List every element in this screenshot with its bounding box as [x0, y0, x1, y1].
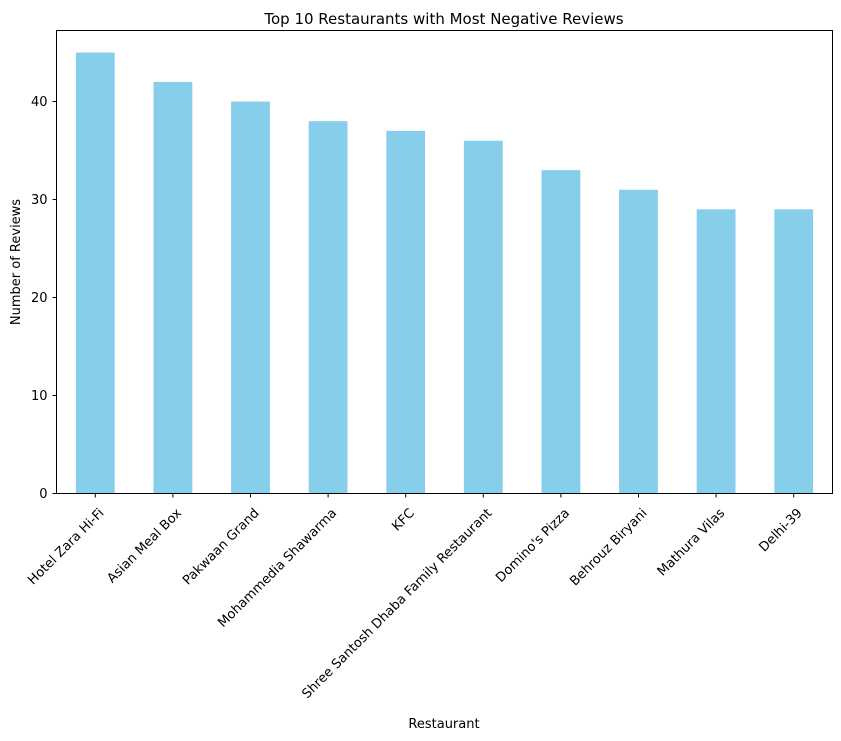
bars-group [75, 52, 814, 494]
bar-9 [774, 209, 814, 494]
bar-1 [153, 81, 193, 494]
bar-4 [386, 130, 426, 494]
bar-2 [231, 101, 270, 494]
y-tick-label: 0 [39, 487, 47, 502]
plot-area-frame [56, 30, 833, 494]
bar-8 [696, 209, 736, 494]
x-tick-label: KFC [389, 506, 417, 534]
x-axis-label: Restaurant [408, 717, 479, 732]
y-tick-label: 30 [31, 193, 48, 208]
bar-7 [619, 189, 658, 494]
bar-5 [463, 140, 503, 494]
x-tick-label: Hotel Zara Hi-Fi [25, 506, 107, 588]
y-axis-label: Number of Reviews [9, 199, 24, 325]
bar-0 [75, 52, 115, 494]
x-tick-label: Mathura Vilas [655, 506, 729, 580]
x-tick-label: Shree Santosh Dhaba Family Restaurant [299, 506, 495, 702]
chart-title: Top 10 Restaurants with Most Negative Re… [263, 10, 623, 28]
y-tick-label: 20 [31, 291, 48, 306]
y-tick-label: 10 [31, 389, 48, 404]
bar-3 [308, 121, 348, 494]
x-tick-label: Asian Meal Box [105, 506, 186, 587]
x-tick-label: Pakwaan Grand [180, 506, 262, 588]
y-tick-label: 40 [31, 95, 48, 110]
bar-6 [541, 170, 581, 494]
y-axis-ticks: 0 10 20 30 40 [31, 95, 57, 502]
x-tick-label: Behrouz Biryani [567, 506, 650, 589]
x-tick-label: Domino's Pizza [493, 506, 573, 586]
x-tick-label: Delhi-39 [756, 506, 805, 555]
